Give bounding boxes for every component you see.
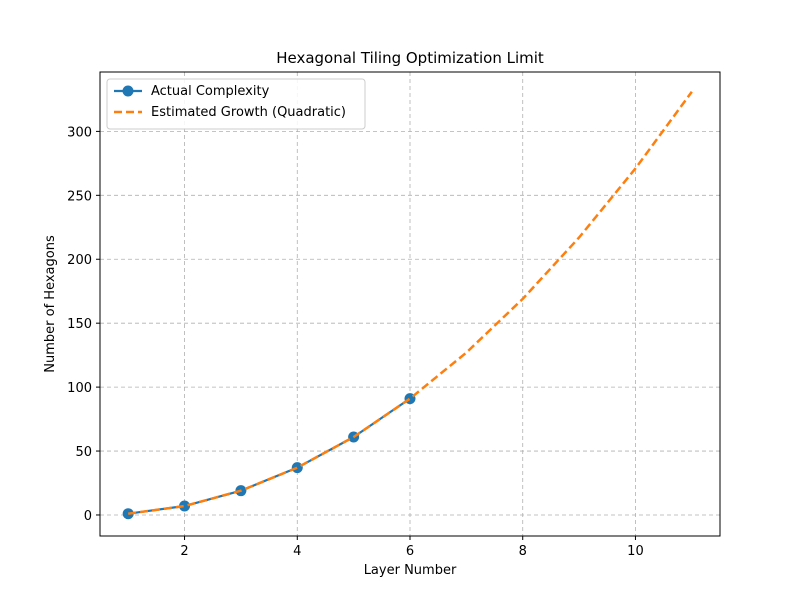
x-tick-label: 10: [627, 544, 644, 559]
legend-box: [106, 78, 366, 130]
y-tick-label: 250: [67, 189, 92, 204]
y-tick-label: 100: [67, 381, 92, 396]
legend-marker-actual-complexity: [122, 85, 134, 97]
legend-label-actual-complexity: Actual Complexity: [151, 84, 270, 99]
data-point-actual-complexity: [179, 500, 191, 512]
y-tick-label: 50: [75, 445, 92, 460]
grid: [100, 72, 720, 536]
legend-label-estimated-growth: Estimated Growth (Quadratic): [151, 105, 346, 120]
x-axis-title: Layer Number: [364, 563, 457, 578]
x-tick-label: 8: [519, 544, 527, 559]
y-axis-title: Number of Hexagons: [43, 235, 58, 373]
y-tick-label: 0: [84, 509, 92, 524]
y-tick-label: 300: [67, 125, 92, 140]
y-tick-label: 200: [67, 253, 92, 268]
y-tick-label: 150: [67, 317, 92, 332]
data-point-actual-complexity: [291, 462, 303, 474]
x-tick-label: 2: [180, 544, 188, 559]
series-layer: [122, 91, 693, 520]
legend: Actual Complexity Estimated Growth (Quadr…: [106, 78, 366, 130]
chart-title: Hexagonal Tiling Optimization Limit: [276, 49, 544, 67]
series-line-actual-complexity: [128, 397, 411, 515]
x-tick-label: 4: [293, 544, 301, 559]
x-tick-label: 6: [406, 544, 414, 559]
